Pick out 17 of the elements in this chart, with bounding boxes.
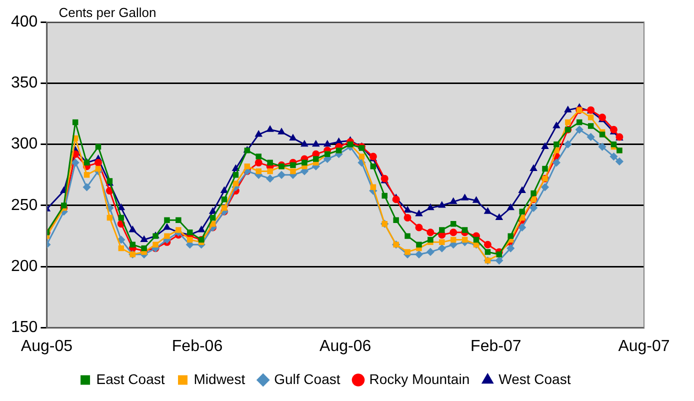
y-axis-title: Cents per Gallon bbox=[58, 5, 156, 20]
legend-label: West Coast bbox=[498, 370, 571, 387]
y-tick-label: 300 bbox=[10, 136, 38, 153]
x-tick-label: Aug-07 bbox=[618, 338, 670, 355]
y-tick-label: 200 bbox=[10, 258, 38, 276]
legend-label: East Coast bbox=[96, 370, 165, 387]
y-tick-label: 400 bbox=[10, 13, 38, 30]
x-tick-label: Aug-05 bbox=[20, 338, 73, 355]
legend-label: Midwest bbox=[194, 370, 246, 387]
legend-label: Gulf Coast bbox=[274, 370, 340, 387]
x-tick-label: Aug-06 bbox=[320, 338, 372, 355]
y-tick-label: 350 bbox=[10, 74, 38, 92]
y-tick-label: 150 bbox=[10, 319, 38, 336]
y-tick-label: 250 bbox=[10, 196, 38, 214]
x-tick-label: Feb-07 bbox=[470, 338, 522, 355]
x-tick-label: Feb-06 bbox=[172, 338, 223, 355]
legend-label: Rocky Mountain bbox=[369, 370, 470, 387]
